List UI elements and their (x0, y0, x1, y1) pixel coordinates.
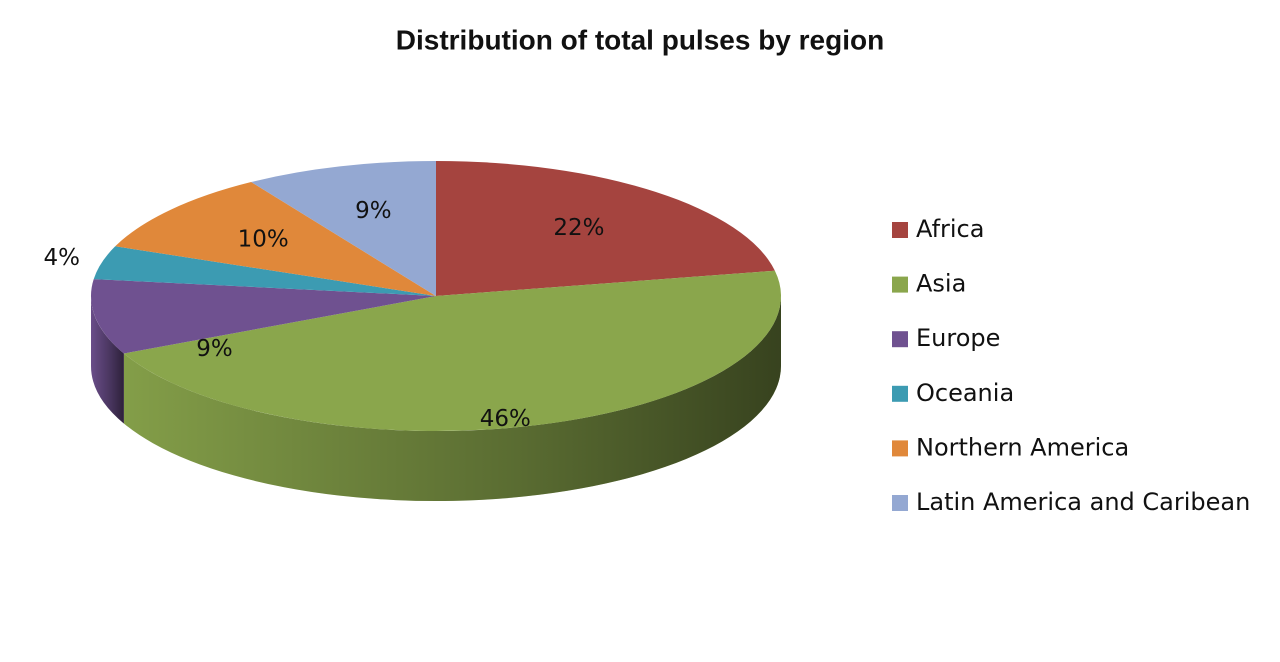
legend-label: Africa (916, 215, 984, 243)
legend-swatch (892, 440, 908, 457)
slice (115, 182, 436, 296)
legend-label: Europe (916, 324, 1000, 352)
data-label: 9% (355, 198, 392, 224)
data-label: 46% (480, 406, 531, 432)
chart-title: Distribution of total pulses by region (396, 24, 884, 55)
data-label: 4% (43, 245, 80, 271)
slice (251, 161, 436, 296)
slice (93, 246, 436, 296)
legend-swatch (892, 331, 908, 348)
slice-side-shade (123, 296, 782, 501)
legend-label: Oceania (916, 379, 1014, 407)
slice (91, 279, 436, 354)
slice-side-shade (91, 296, 124, 424)
slice (123, 270, 781, 431)
legend-swatch (892, 276, 908, 293)
data-label: 10% (238, 227, 289, 253)
legend-label: Northern America (916, 433, 1129, 461)
legend-swatch (892, 385, 908, 402)
legend-swatch (892, 495, 908, 511)
legend-swatch (892, 222, 908, 238)
slice (436, 161, 775, 296)
legend-label: Latin America and Caribean (916, 488, 1250, 516)
legend-label: Asia (916, 270, 966, 298)
data-label: 9% (196, 336, 233, 362)
data-label: 22% (553, 215, 604, 241)
